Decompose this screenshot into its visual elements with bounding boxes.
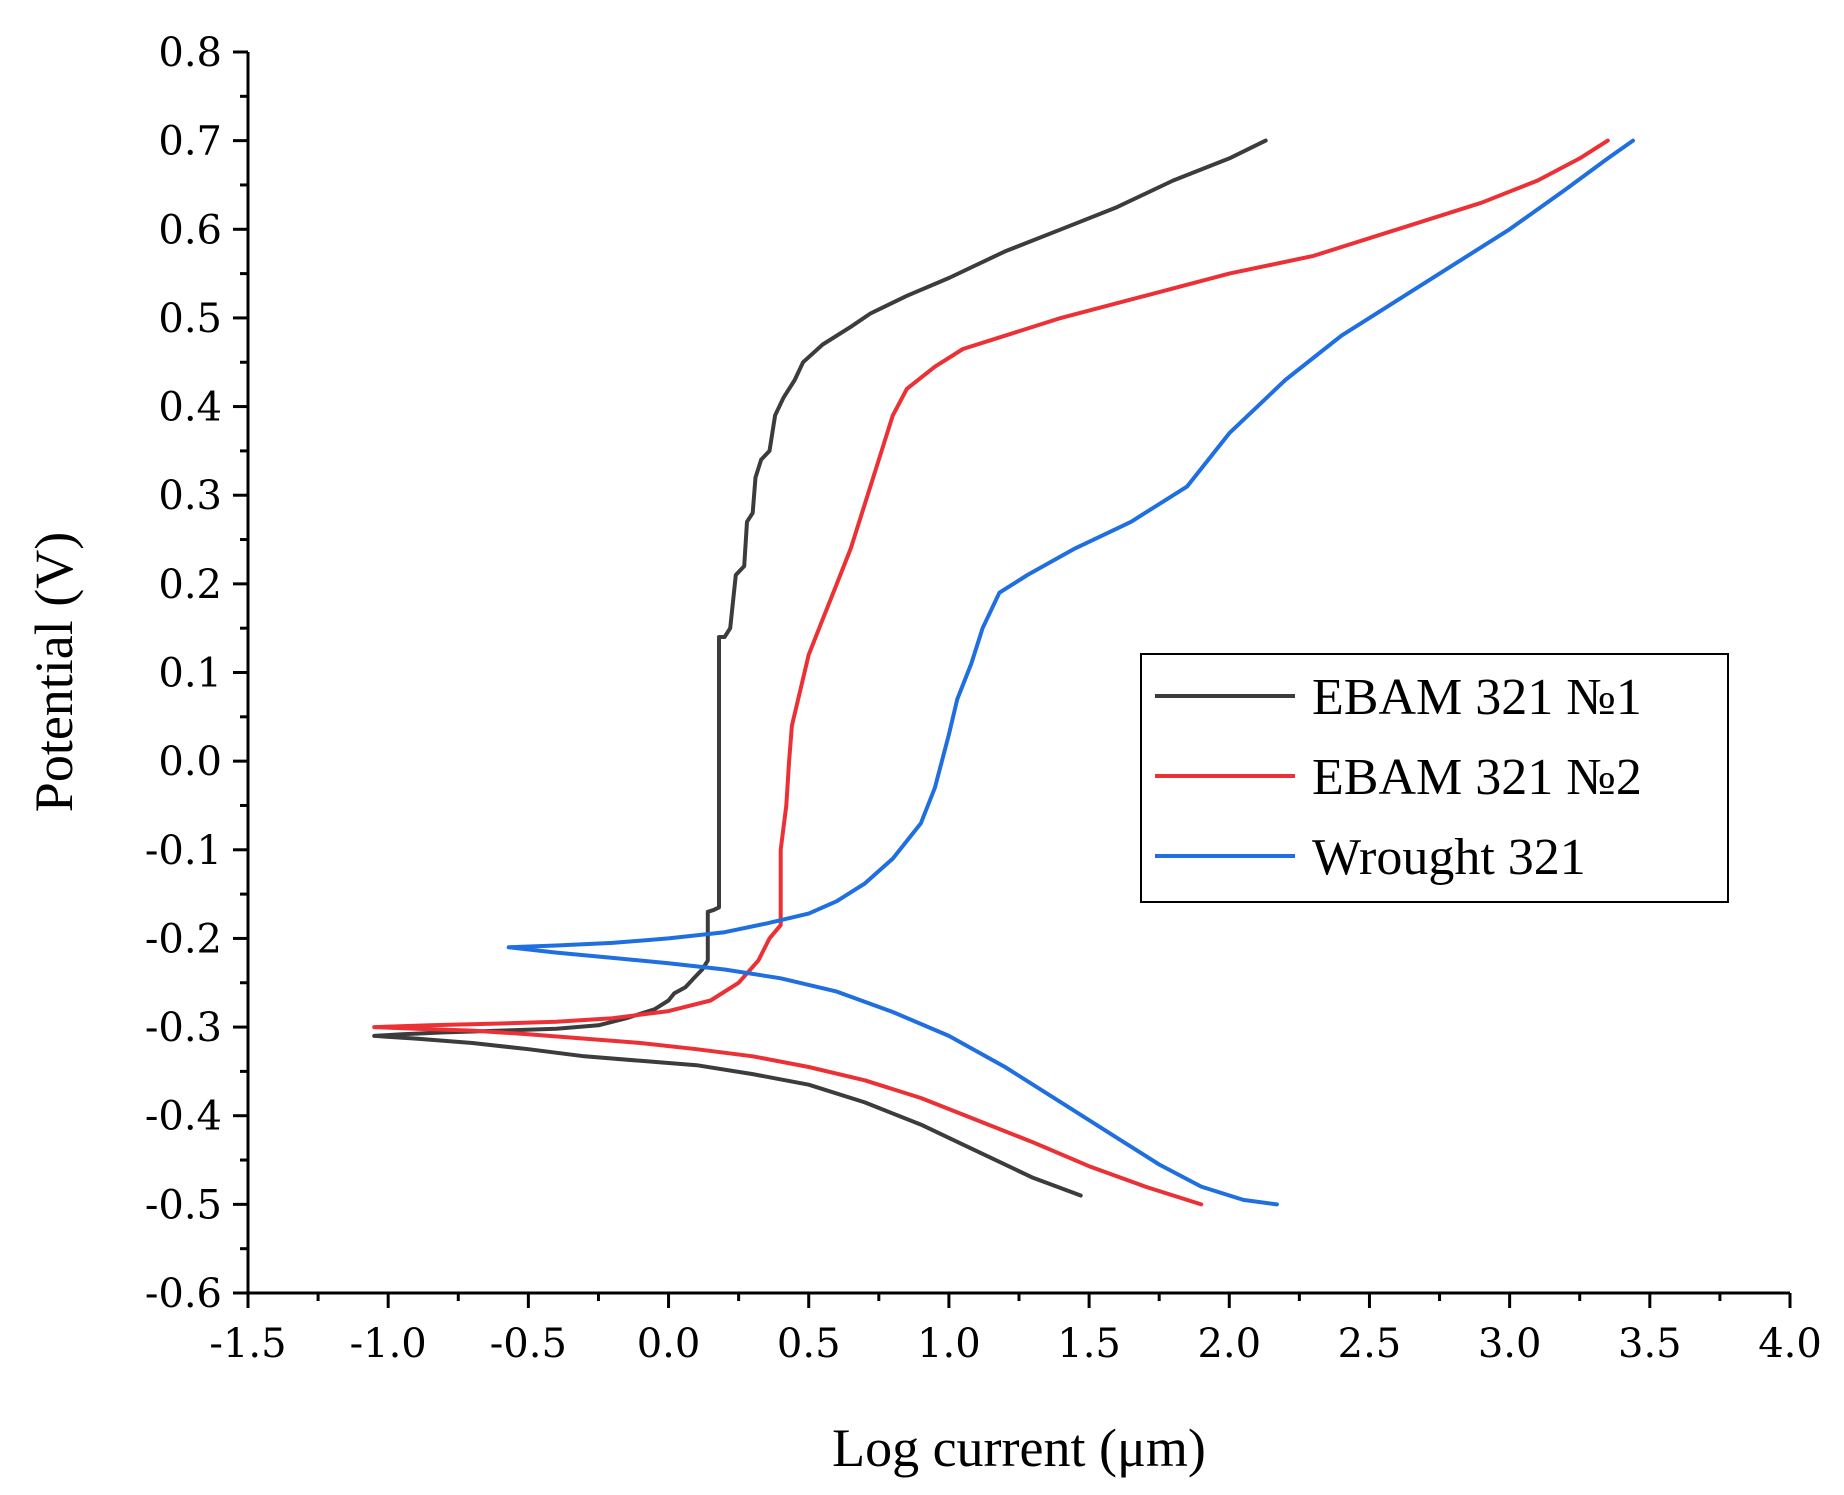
y-ticks: 0.8 0.7 0.6 0.5 0.4 0.3 0.2 0.1 0.0 -0.1 -0.2 -0.3 -… bbox=[145, 30, 248, 1317]
x-tick-label: 1.5 bbox=[1057, 1321, 1121, 1367]
y-tick-label: 0.0 bbox=[158, 739, 222, 785]
x-tick-label: 0.0 bbox=[637, 1321, 701, 1367]
x-tick-label: 2.0 bbox=[1197, 1321, 1261, 1367]
series-line-1 bbox=[372, 138, 1268, 1198]
legend-label-1: EBAM 321 №1 bbox=[1312, 669, 1642, 726]
legend: EBAM 321 №1 EBAM 321 №2 Wrought 321 bbox=[1140, 653, 1729, 903]
x-tick-label: -0.5 bbox=[490, 1321, 567, 1367]
x-ticks: -1.5 -1.0 -0.5 0.0 0.5 1.0 1.5 2.0 2.5 3.0 3.5 4.0 bbox=[209, 1293, 1822, 1367]
x-tick-label: 3.5 bbox=[1618, 1321, 1682, 1367]
y-tick-label: 0.5 bbox=[158, 296, 222, 342]
y-tick-label: -0.4 bbox=[145, 1094, 222, 1140]
y-tick-label: 0.8 bbox=[158, 30, 222, 76]
y-tick-label: 0.6 bbox=[158, 207, 222, 253]
series-line-2 bbox=[372, 138, 1610, 1207]
x-tick-label: -1.0 bbox=[350, 1321, 427, 1367]
y-tick-label: -0.6 bbox=[145, 1271, 222, 1317]
legend-label-3: Wrought 321 bbox=[1312, 829, 1586, 886]
x-tick-label: 1.0 bbox=[917, 1321, 981, 1367]
y-tick-label: 0.4 bbox=[158, 385, 222, 431]
y-axis-title: Potential (V) bbox=[24, 532, 84, 812]
x-tick-label: 4.0 bbox=[1758, 1321, 1822, 1367]
x-tick-label: 2.5 bbox=[1338, 1321, 1402, 1367]
y-tick-label: 0.2 bbox=[158, 562, 222, 608]
series-line-3 bbox=[506, 138, 1635, 1207]
y-tick-label: -0.2 bbox=[145, 916, 222, 962]
y-tick-label: -0.5 bbox=[145, 1182, 222, 1228]
x-tick-label: -1.5 bbox=[209, 1321, 286, 1367]
x-tick-label: 0.5 bbox=[777, 1321, 841, 1367]
y-tick-label: 0.3 bbox=[158, 473, 222, 519]
x-axis-title: Log current (μm) bbox=[832, 1418, 1206, 1478]
x-tick-label: 3.0 bbox=[1478, 1321, 1542, 1367]
y-tick-label: -0.3 bbox=[145, 1005, 222, 1051]
y-tick-label: 0.7 bbox=[158, 119, 222, 165]
plot-area bbox=[372, 138, 1635, 1207]
y-tick-label: -0.1 bbox=[145, 828, 222, 874]
y-tick-label: 0.1 bbox=[158, 651, 222, 697]
legend-label-2: EBAM 321 №2 bbox=[1312, 749, 1642, 806]
